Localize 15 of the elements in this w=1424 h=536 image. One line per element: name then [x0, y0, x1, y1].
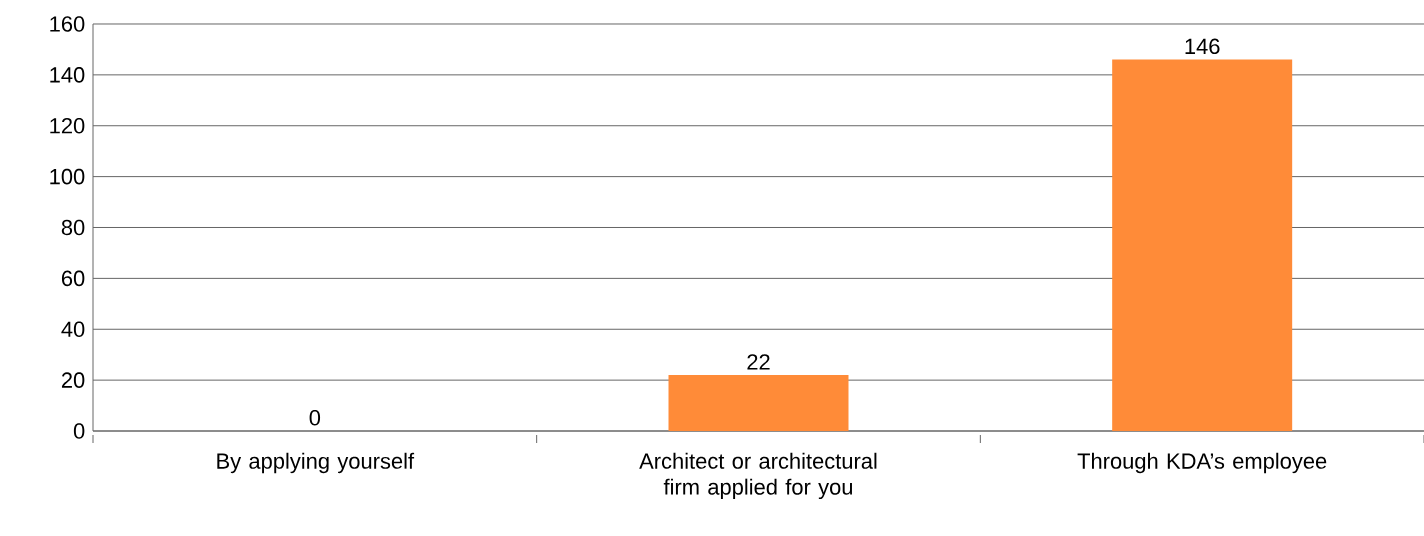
y-tick-label: 80	[61, 219, 85, 236]
data-label: 146	[1185, 38, 1220, 55]
x-tick-label: Through KDA’s employee	[1077, 452, 1327, 474]
y-tick-label: 0	[73, 423, 85, 439]
y-tick-label: 120	[50, 117, 85, 134]
y-tick-label: 20	[61, 372, 85, 388]
data-label: 0	[309, 409, 321, 426]
y-tick-label: 40	[61, 321, 85, 338]
data-label: 22	[747, 354, 770, 370]
y-tick-label: 140	[50, 67, 85, 83]
x-tick-label: Architect or architectural firm applied for you	[639, 452, 877, 500]
y-tick-label: 100	[50, 168, 85, 185]
y-tick-label: 160	[50, 16, 85, 32]
x-tick-label: By applying yourself	[217, 452, 415, 474]
y-tick-label: 60	[61, 270, 85, 287]
